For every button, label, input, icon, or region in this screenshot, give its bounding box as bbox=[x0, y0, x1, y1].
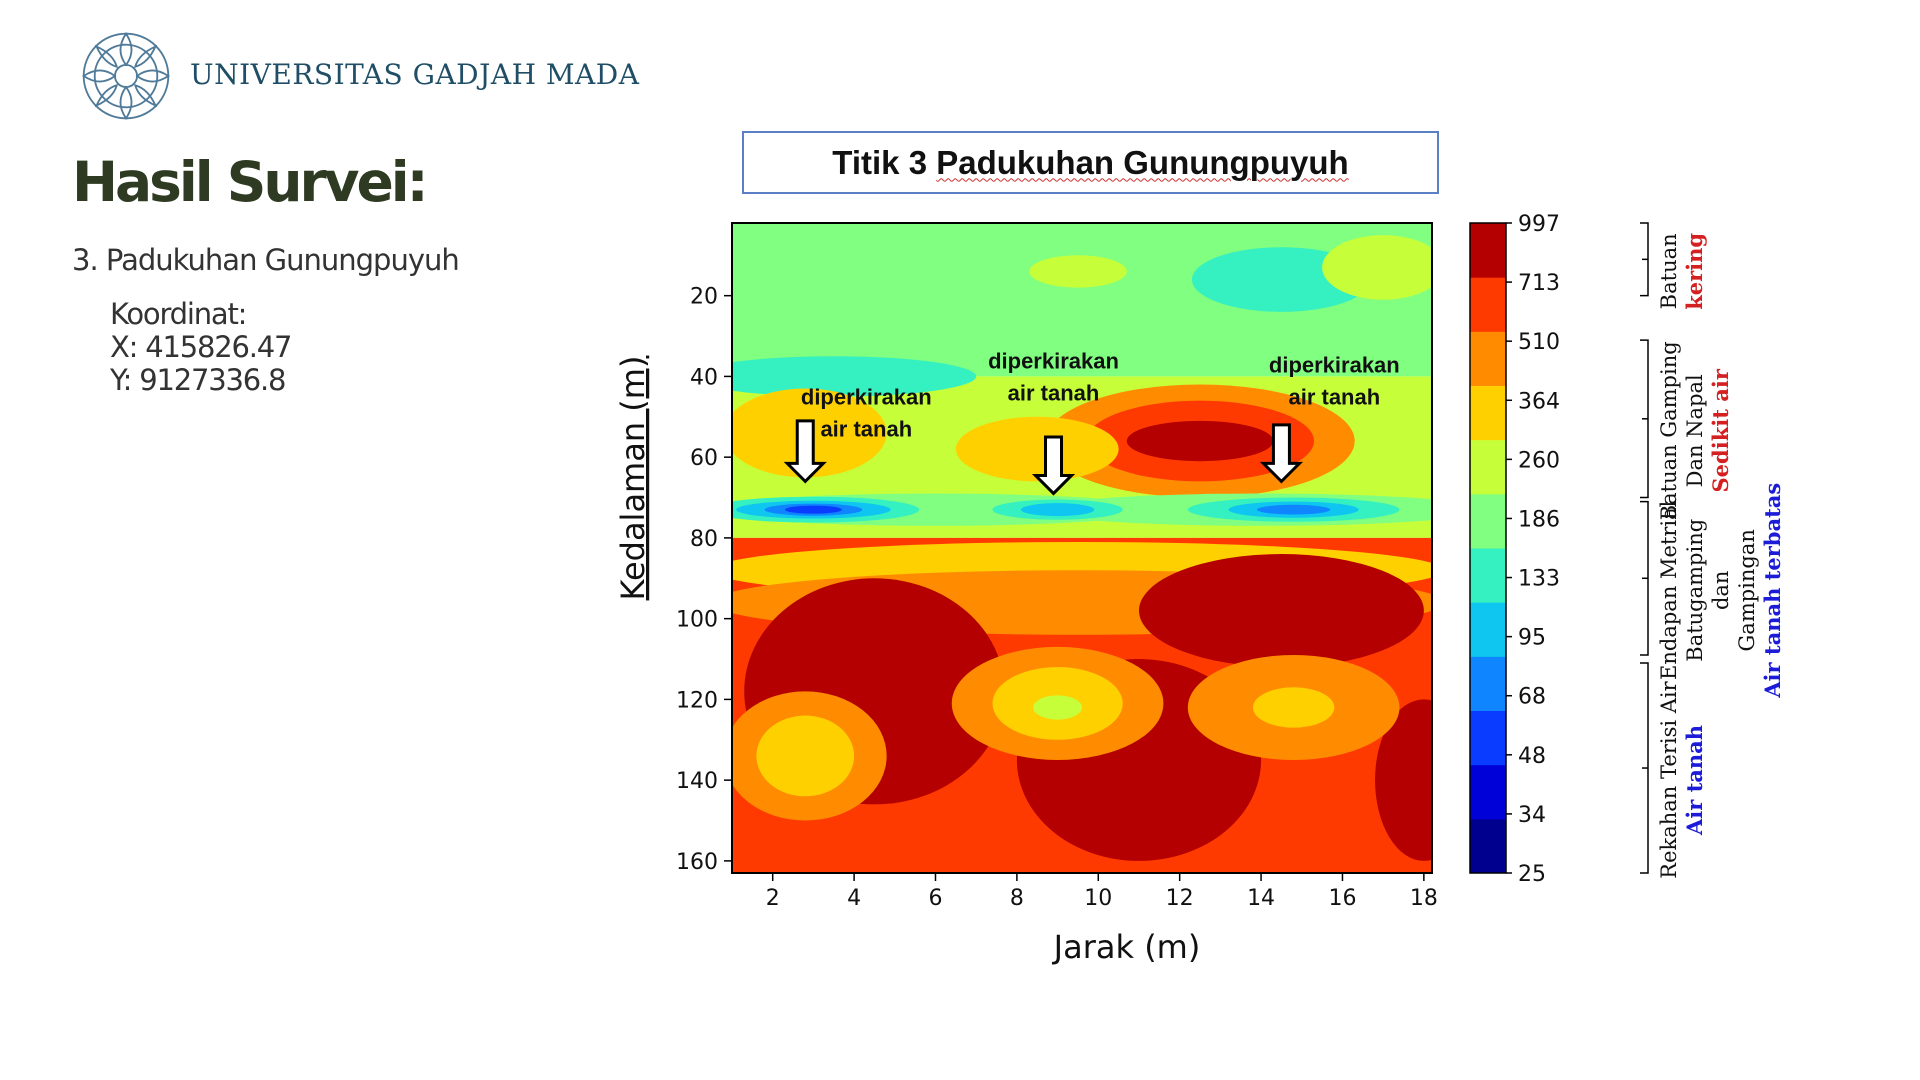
annotation-1-line-2: air tanah bbox=[820, 417, 912, 442]
contour-patch-1 bbox=[1029, 255, 1127, 288]
x-tick-label-12: 12 bbox=[1166, 886, 1194, 911]
legend-3-highlight: Air tanah terbatas bbox=[1760, 483, 1785, 699]
contour-patch-31 bbox=[1033, 695, 1082, 720]
chart-title: Titik 3 Padukuhan Gunungpuyuh bbox=[832, 144, 1348, 182]
colorbar-segment-2 bbox=[1470, 764, 1506, 820]
colorbar-label-713: 713 bbox=[1518, 271, 1560, 296]
colorbar-label-48: 48 bbox=[1518, 744, 1546, 769]
colorbar-label-997: 997 bbox=[1518, 212, 1560, 237]
y-tick-label-60: 60 bbox=[690, 446, 718, 471]
colorbar-segment-4 bbox=[1470, 656, 1506, 711]
colorbar-segment-7 bbox=[1470, 493, 1506, 549]
x-tick-label-8: 8 bbox=[1010, 886, 1024, 911]
contour-patch-34 bbox=[1171, 570, 1270, 635]
colorbar-label-68: 68 bbox=[1518, 685, 1546, 710]
colorbar-segment-8 bbox=[1470, 439, 1506, 495]
y-tick-label-80: 80 bbox=[690, 527, 718, 552]
legend-1-line-1: Batuan bbox=[1657, 233, 1681, 309]
x-tick-label-2: 2 bbox=[766, 886, 780, 911]
y-tick-label-120: 120 bbox=[676, 688, 718, 713]
x-tick-label-14: 14 bbox=[1247, 886, 1275, 911]
contour-patch-9 bbox=[955, 416, 1119, 482]
annotation-3-line-2: air tanah bbox=[1288, 384, 1380, 409]
contour-patch-3 bbox=[1322, 235, 1432, 300]
annotation-arrow-1 bbox=[783, 419, 827, 484]
legend-4-highlight: Air tanah bbox=[1682, 725, 1707, 836]
coordinates-block: Koordinat: X: 415826.47 Y: 9127336.8 bbox=[110, 297, 292, 397]
colorbar-label-510: 510 bbox=[1518, 330, 1560, 355]
colorbar-label-133: 133 bbox=[1518, 567, 1560, 592]
legend-3-line-4: Gampingan bbox=[1735, 529, 1759, 651]
contour-patch-20 bbox=[1257, 504, 1331, 515]
y-tick-label-160: 160 bbox=[676, 850, 718, 875]
x-tick-label-10: 10 bbox=[1084, 886, 1112, 911]
legend-2-line-1: Batuan Gamping bbox=[1657, 341, 1681, 520]
x-tick-label-18: 18 bbox=[1410, 886, 1438, 911]
slide-subtitle: 3. Padukuhan Gunungpuyuh bbox=[72, 243, 460, 277]
legend-1-highlight: kering bbox=[1682, 233, 1707, 310]
colorbar-segment-9 bbox=[1470, 385, 1506, 441]
contour-field bbox=[732, 223, 1432, 873]
annotation-2-line-2: air tanah bbox=[1008, 380, 1100, 405]
chart-title-prefix: Titik 3 bbox=[832, 143, 937, 181]
colorbar-segment-6 bbox=[1470, 548, 1506, 603]
contour-patch-15 bbox=[784, 505, 842, 514]
colorbar-frame bbox=[1469, 222, 1507, 874]
colorbar-segment-12 bbox=[1470, 223, 1506, 278]
annotation-2-line-1: diperkirakan bbox=[988, 348, 1119, 373]
chart-title-underlined: Padukuhan Gunungpuyuh bbox=[936, 143, 1349, 181]
legend-3-line-2: Batugamping bbox=[1683, 519, 1707, 662]
plot-frame bbox=[731, 222, 1433, 874]
x-tick-label-6: 6 bbox=[928, 886, 942, 911]
contour-patch-8 bbox=[1126, 420, 1274, 462]
contour-patch-33 bbox=[1252, 687, 1335, 728]
annotation-arrow-2 bbox=[1031, 435, 1076, 496]
y-tick-label-40: 40 bbox=[690, 365, 718, 390]
colorbar-label-34: 34 bbox=[1518, 803, 1546, 828]
colorbar-segment-10 bbox=[1470, 331, 1506, 386]
coordinate-x: X: 415826.47 bbox=[110, 330, 292, 364]
legend-4-line-1: Rekahan Terisi Air bbox=[1657, 680, 1681, 878]
colorbar-segment-1 bbox=[1470, 818, 1506, 874]
contour-patch-26 bbox=[1375, 699, 1432, 861]
coordinate-y: Y: 9127336.8 bbox=[110, 363, 286, 397]
contour-patch-35 bbox=[1293, 570, 1392, 635]
contour-patch-28 bbox=[756, 715, 855, 797]
slide-title: Hasil Survei: bbox=[72, 150, 429, 214]
x-tick-label-4: 4 bbox=[847, 886, 861, 911]
university-name: UNIVERSITAS GADJAH MADA bbox=[190, 58, 640, 91]
contour-patch-17 bbox=[1020, 503, 1095, 517]
colorbar-segment-11 bbox=[1470, 277, 1506, 332]
y-tick-label-100: 100 bbox=[676, 608, 718, 633]
x-axis-label: Jarak (m) bbox=[1052, 928, 1201, 966]
colorbar-label-186: 186 bbox=[1518, 507, 1560, 532]
colorbar-segment-3 bbox=[1470, 710, 1506, 766]
annotation-arrow-3 bbox=[1259, 423, 1304, 484]
colorbar-label-364: 364 bbox=[1518, 389, 1560, 414]
colorbar-label-260: 260 bbox=[1518, 448, 1560, 473]
legend-2-highlight: Sedikit air bbox=[1708, 368, 1733, 492]
y-tick-label-20: 20 bbox=[690, 285, 718, 310]
ugm-seal-icon bbox=[82, 32, 170, 120]
legend-2-line-2: Dan Napal bbox=[1683, 374, 1707, 487]
y-tick-label-140: 140 bbox=[676, 769, 718, 794]
annotation-3-line-1: diperkirakan bbox=[1269, 352, 1400, 377]
contour-patch-4 bbox=[732, 356, 977, 397]
colorbar-label-95: 95 bbox=[1518, 626, 1546, 651]
y-axis-label: Kedalaman (m) bbox=[614, 356, 652, 601]
legend-3-line-3: dan bbox=[1709, 571, 1733, 611]
legend-3-line-1: Endapan Metrial bbox=[1657, 500, 1681, 680]
chart-title-box: Titik 3 Padukuhan Gunungpuyuh bbox=[742, 131, 1439, 194]
colorbar-segment-5 bbox=[1470, 602, 1506, 657]
annotation-1-line-1: diperkirakan bbox=[801, 385, 932, 410]
colorbar-label-25: 25 bbox=[1518, 862, 1546, 887]
coordinates-label: Koordinat: bbox=[110, 297, 247, 331]
x-tick-label-16: 16 bbox=[1328, 886, 1356, 911]
